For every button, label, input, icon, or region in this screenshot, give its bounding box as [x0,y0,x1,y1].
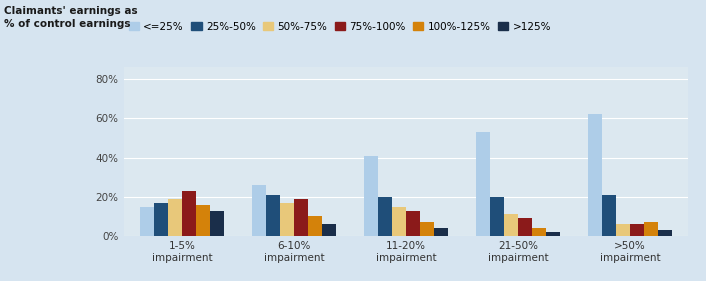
Bar [393,207,406,236]
Bar [196,205,210,236]
Bar [420,222,433,236]
Bar [630,224,644,236]
Bar [490,197,503,236]
Bar [616,224,630,236]
Bar [659,230,672,236]
Text: Claimants' earnings as
% of control earnings: Claimants' earnings as % of control earn… [4,6,137,29]
Bar [294,199,308,236]
Bar [477,132,490,236]
Bar [168,199,181,236]
Bar [210,210,224,236]
Bar [518,218,532,236]
Bar [266,195,280,236]
Bar [645,222,658,236]
Legend: <=25%, 25%-50%, 50%-75%, 75%-100%, 100%-125%, >125%: <=25%, 25%-50%, 50%-75%, 75%-100%, 100%-… [128,22,551,32]
Bar [309,216,322,236]
Bar [406,210,419,236]
Bar [434,228,448,236]
Bar [532,228,546,236]
Bar [364,156,378,236]
Bar [182,191,196,236]
Bar [322,224,335,236]
Bar [280,203,294,236]
Bar [504,214,517,236]
Bar [546,232,560,236]
Bar [602,195,616,236]
Bar [588,114,602,236]
Bar [140,207,153,236]
Bar [154,203,167,236]
Bar [378,197,392,236]
Bar [252,185,265,236]
